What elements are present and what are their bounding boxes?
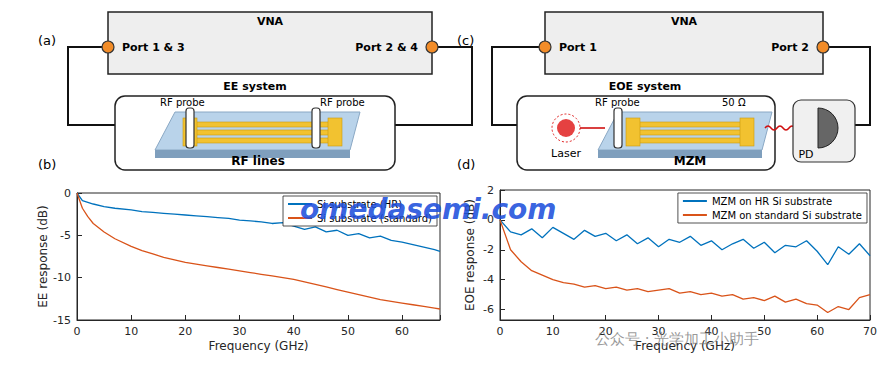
svg-text:MZM: MZM <box>674 154 707 168</box>
svg-text:10: 10 <box>546 325 560 338</box>
svg-text:Si substrate (HR): Si substrate (HR) <box>317 199 402 210</box>
svg-text:40: 40 <box>704 325 718 338</box>
svg-text:-4: -4 <box>483 273 494 286</box>
svg-text:PD: PD <box>798 148 813 161</box>
svg-text:RF probe: RF probe <box>320 97 365 108</box>
svg-text:Port 2: Port 2 <box>771 41 809 54</box>
svg-text:-5: -5 <box>60 229 71 242</box>
svg-text:-2: -2 <box>483 243 494 256</box>
svg-text:-15: -15 <box>53 314 71 327</box>
svg-text:10: 10 <box>124 325 138 338</box>
svg-text:Frequency (GHz): Frequency (GHz) <box>209 339 309 353</box>
svg-text:VNA: VNA <box>671 15 698 28</box>
svg-text:RF lines: RF lines <box>231 154 285 168</box>
svg-text:30: 30 <box>652 325 666 338</box>
svg-text:0: 0 <box>64 187 71 200</box>
svg-text:40: 40 <box>287 325 301 338</box>
svg-text:EOE response (dB): EOE response (dB) <box>463 199 477 311</box>
svg-text:(a): (a) <box>38 33 56 48</box>
svg-text:0: 0 <box>497 325 504 338</box>
svg-text:EOE system: EOE system <box>609 80 682 93</box>
svg-text:50 Ω: 50 Ω <box>722 97 746 108</box>
svg-text:(c): (c) <box>457 33 474 48</box>
svg-text:Frequency (GHz): Frequency (GHz) <box>635 339 735 353</box>
svg-text:70: 70 <box>863 325 877 338</box>
svg-text:Port 2 & 4: Port 2 & 4 <box>355 41 418 54</box>
svg-text:20: 20 <box>599 325 613 338</box>
svg-text:-10: -10 <box>53 271 71 284</box>
svg-text:60: 60 <box>395 325 409 338</box>
svg-text:(b): (b) <box>38 157 56 172</box>
svg-text:(d): (d) <box>457 157 475 172</box>
svg-text:-6: -6 <box>483 303 494 316</box>
svg-text:0: 0 <box>487 213 494 226</box>
svg-text:Port 1: Port 1 <box>559 41 597 54</box>
svg-text:50: 50 <box>757 325 771 338</box>
svg-text:EE system: EE system <box>223 80 286 93</box>
svg-text:Laser: Laser <box>551 147 581 160</box>
svg-text:RF probe: RF probe <box>160 97 205 108</box>
svg-text:60: 60 <box>810 325 824 338</box>
svg-text:30: 30 <box>233 325 247 338</box>
svg-text:50: 50 <box>341 325 355 338</box>
svg-text:MZM on standard Si substrate: MZM on standard Si substrate <box>712 210 862 221</box>
svg-text:VNA: VNA <box>257 15 284 28</box>
svg-text:Port 1 & 3: Port 1 & 3 <box>122 41 185 54</box>
svg-text:EE response (dB): EE response (dB) <box>36 205 50 308</box>
svg-text:0: 0 <box>74 325 81 338</box>
svg-text:Si substrate (standard): Si substrate (standard) <box>317 213 432 224</box>
svg-text:RF probe: RF probe <box>595 97 640 108</box>
svg-text:2: 2 <box>487 184 494 197</box>
svg-text:MZM on HR Si substrate: MZM on HR Si substrate <box>712 196 832 207</box>
svg-text:20: 20 <box>178 325 192 338</box>
